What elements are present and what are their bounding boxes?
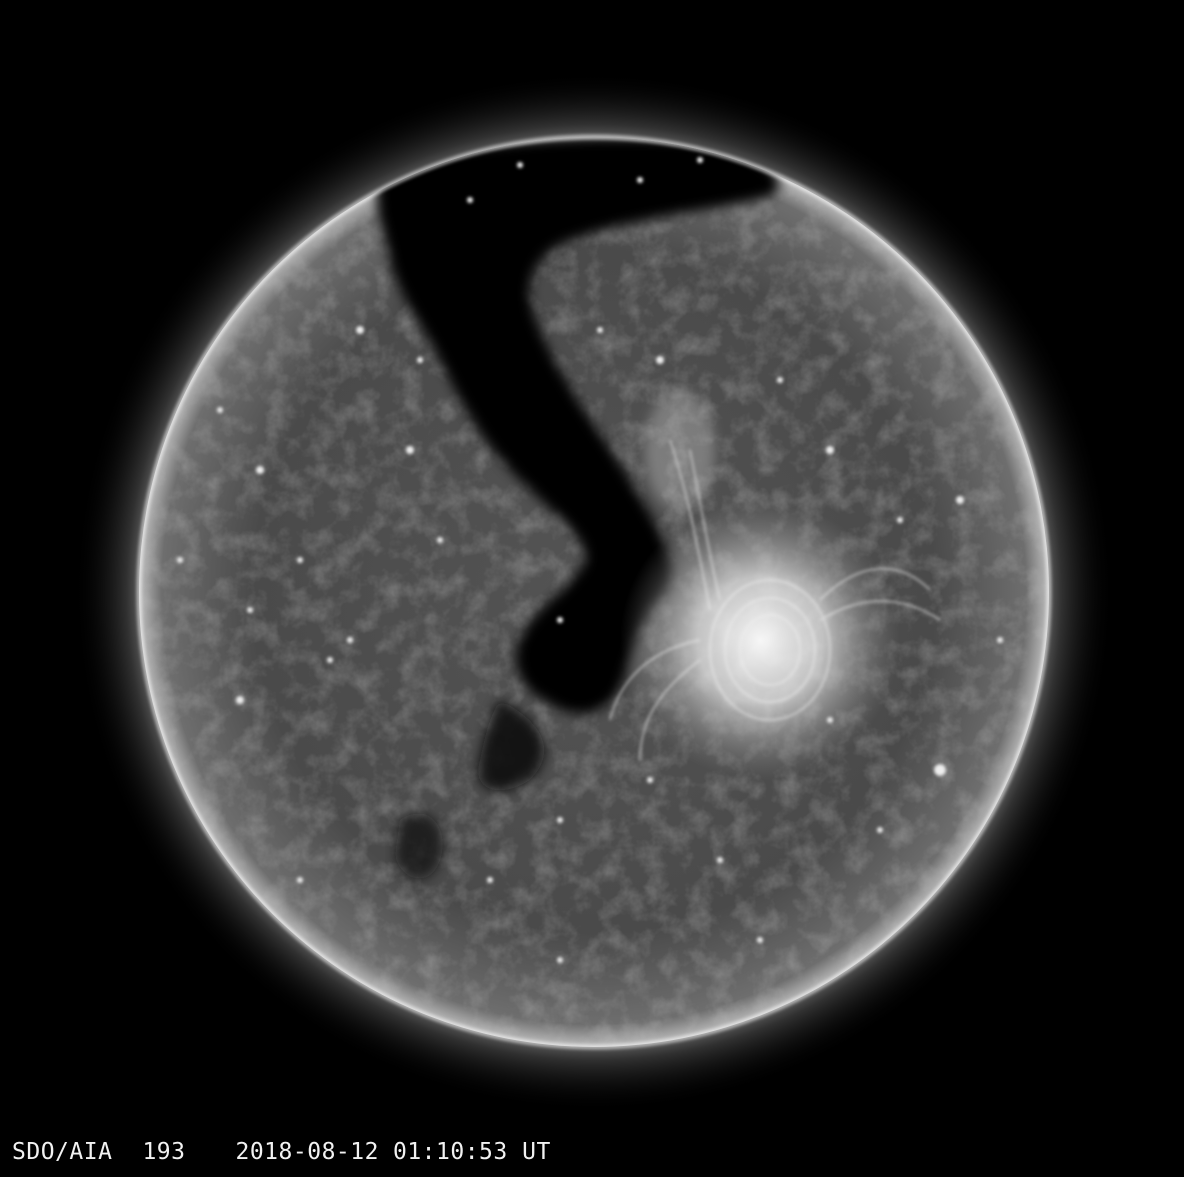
caption-wavelength: 193 bbox=[142, 1139, 186, 1165]
caption-time: 01:10:53 bbox=[392, 1139, 508, 1165]
caption-instrument: SDO/AIA bbox=[12, 1139, 113, 1165]
image-caption: SDO/AIA 193 2018-08-12 01:10:53 UT bbox=[12, 1137, 551, 1167]
coronal-hole bbox=[376, 137, 779, 714]
caption-date: 2018-08-12 bbox=[235, 1139, 379, 1165]
active-region bbox=[620, 500, 900, 780]
caption-timezone: UT bbox=[522, 1139, 551, 1165]
solar-limb bbox=[136, 134, 1052, 1050]
bright-points bbox=[177, 157, 1003, 963]
